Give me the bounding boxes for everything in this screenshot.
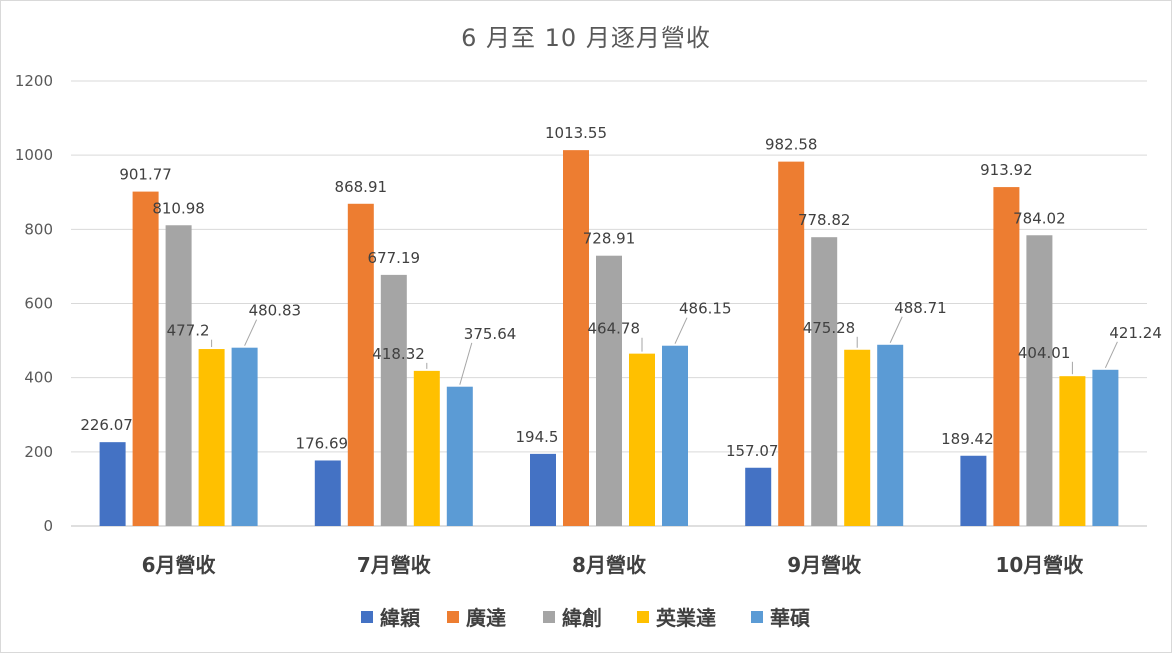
legend-swatch bbox=[361, 611, 373, 623]
bar-1-2 bbox=[315, 460, 341, 526]
data-label: 421.24 bbox=[1109, 324, 1162, 342]
label-leader bbox=[460, 343, 472, 385]
chart-title: 6 月至 10 月逐月營收 bbox=[461, 24, 711, 52]
x-tick-label: 10月營收 bbox=[995, 553, 1083, 577]
data-label: 418.32 bbox=[372, 345, 425, 363]
data-label: 226.07 bbox=[80, 416, 133, 434]
bar-3-4 bbox=[811, 237, 837, 526]
bar-2-3 bbox=[563, 150, 589, 526]
y-tick-label: 0 bbox=[43, 517, 53, 535]
data-label: 488.71 bbox=[894, 299, 947, 317]
legend-label: 華碩 bbox=[770, 606, 810, 630]
x-tick-label: 6月營收 bbox=[142, 553, 216, 577]
data-label: 464.78 bbox=[588, 320, 641, 338]
bar-3-5 bbox=[1026, 235, 1052, 526]
data-label: 810.98 bbox=[152, 199, 205, 217]
bar-3-3 bbox=[596, 256, 622, 526]
data-label: 475.28 bbox=[803, 319, 856, 337]
bar-2-1 bbox=[133, 192, 159, 526]
data-label: 728.91 bbox=[583, 230, 636, 248]
legend-label: 緯創 bbox=[562, 606, 602, 630]
bar-5-5 bbox=[1092, 370, 1118, 526]
bar-3-1 bbox=[166, 225, 192, 526]
bars bbox=[100, 150, 1119, 526]
data-label: 982.58 bbox=[765, 136, 818, 154]
data-label: 784.02 bbox=[1013, 209, 1066, 227]
bar-4-1 bbox=[199, 349, 225, 526]
y-tick-label: 200 bbox=[24, 443, 53, 461]
bar-5-2 bbox=[447, 387, 473, 526]
y-tick-label: 1200 bbox=[15, 72, 53, 90]
data-label: 194.5 bbox=[516, 428, 559, 446]
bar-1-5 bbox=[960, 456, 986, 526]
label-leader bbox=[890, 317, 902, 343]
y-axis-ticks: 0 200 400 600 800 1000 1200 bbox=[15, 72, 53, 535]
bar-4-4 bbox=[844, 350, 870, 526]
data-label: 375.64 bbox=[464, 325, 517, 343]
legend-swatch bbox=[447, 611, 459, 623]
bar-5-3 bbox=[662, 346, 688, 526]
legend-swatch bbox=[543, 611, 555, 623]
legend-label: 英業達 bbox=[656, 606, 716, 630]
label-leader bbox=[1105, 342, 1117, 368]
data-label: 901.77 bbox=[119, 166, 172, 184]
data-label: 157.07 bbox=[726, 442, 779, 460]
bar-5-4 bbox=[877, 345, 903, 526]
data-label: 778.82 bbox=[798, 211, 851, 229]
x-tick-label: 7月營收 bbox=[357, 553, 431, 577]
x-axis-ticks: 6月營收 7月營收 8月營收 9月營收 10月營收 bbox=[142, 553, 1084, 577]
legend-swatch bbox=[637, 611, 649, 623]
data-label: 480.83 bbox=[249, 302, 302, 320]
bar-4-3 bbox=[629, 354, 655, 526]
label-leader bbox=[245, 320, 257, 346]
bar-3-2 bbox=[381, 275, 407, 526]
bar-2-5 bbox=[993, 187, 1019, 526]
y-tick-label: 400 bbox=[24, 369, 53, 387]
data-label: 677.19 bbox=[368, 249, 421, 267]
x-tick-label: 8月營收 bbox=[572, 553, 646, 577]
x-tick-label: 9月營收 bbox=[787, 553, 861, 577]
data-label: 477.2 bbox=[167, 322, 210, 340]
legend-label: 緯穎 bbox=[380, 606, 421, 630]
data-label: 868.91 bbox=[335, 178, 388, 196]
y-tick-label: 600 bbox=[24, 295, 53, 313]
data-label: 189.42 bbox=[941, 430, 994, 448]
bar-1-1 bbox=[100, 442, 126, 526]
legend-label: 廣達 bbox=[466, 606, 506, 630]
bar-4-2 bbox=[414, 371, 440, 526]
label-leader bbox=[675, 318, 687, 344]
data-label: 486.15 bbox=[679, 300, 732, 318]
data-label: 1013.55 bbox=[545, 124, 607, 142]
data-label: 913.92 bbox=[980, 161, 1033, 179]
bar-4-5 bbox=[1059, 376, 1085, 526]
legend-swatch bbox=[751, 611, 763, 623]
legend: 緯穎 廣達 緯創 英業達 華碩 bbox=[361, 606, 810, 630]
data-label: 176.69 bbox=[296, 434, 349, 452]
y-tick-label: 800 bbox=[24, 220, 53, 238]
y-tick-label: 1000 bbox=[15, 146, 53, 164]
bar-1-4 bbox=[745, 468, 771, 526]
bar-5-1 bbox=[232, 348, 258, 526]
bar-1-3 bbox=[530, 454, 556, 526]
data-label: 404.01 bbox=[1018, 344, 1071, 362]
